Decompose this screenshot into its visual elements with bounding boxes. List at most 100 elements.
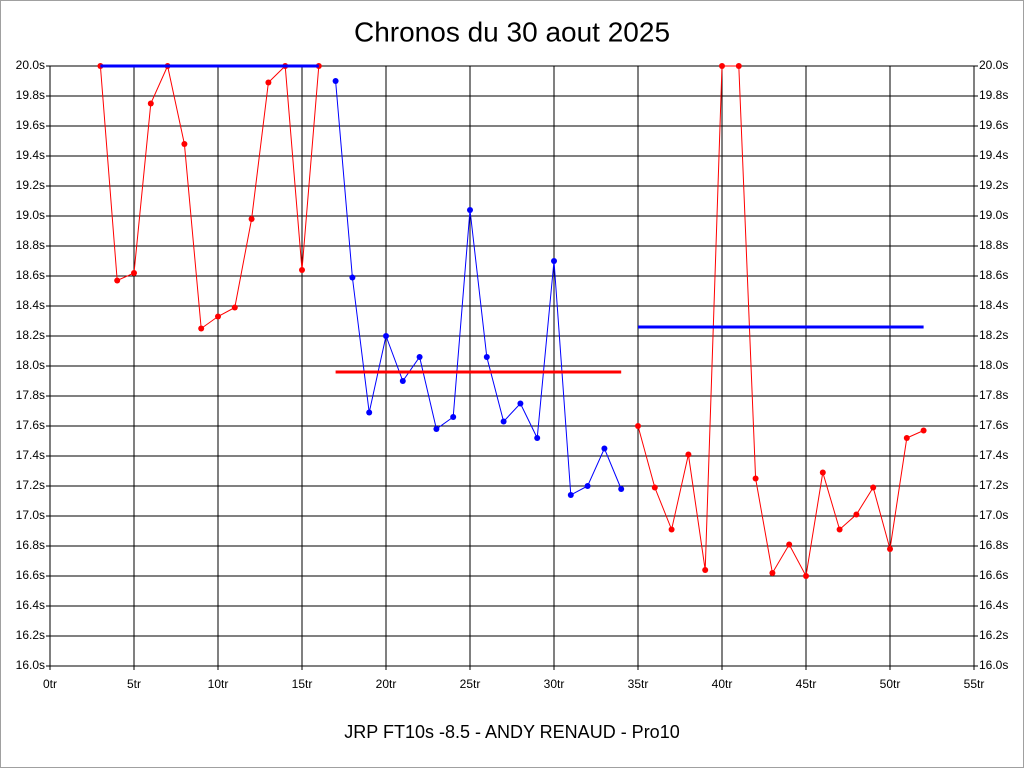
y-tick-label: 18.0s bbox=[16, 358, 45, 372]
y2-tick-label: 17.8s bbox=[979, 388, 1008, 402]
y-tick-label: 18.2s bbox=[16, 328, 45, 342]
plot-border bbox=[49, 65, 975, 667]
y2-tick-label: 17.2s bbox=[979, 478, 1008, 492]
y-tick-label: 19.6s bbox=[16, 118, 45, 132]
x-tick-label: 45tr bbox=[796, 677, 817, 691]
y-tick-label: 18.4s bbox=[16, 298, 45, 312]
point bbox=[668, 526, 675, 533]
y-tick-label: 19.0s bbox=[16, 208, 45, 222]
point bbox=[803, 573, 809, 579]
point bbox=[635, 423, 641, 429]
point bbox=[752, 475, 759, 482]
x-tick-label: 10tr bbox=[208, 677, 229, 691]
point bbox=[131, 270, 137, 276]
series-line bbox=[637, 65, 924, 578]
point bbox=[248, 216, 255, 222]
point bbox=[366, 409, 373, 416]
point bbox=[215, 313, 221, 320]
y2-tick-label: 18.4s bbox=[979, 298, 1008, 312]
y2-tick-label: 19.6s bbox=[979, 118, 1008, 132]
point bbox=[534, 435, 541, 441]
point bbox=[735, 63, 742, 69]
point bbox=[483, 354, 490, 360]
y2-tick-label: 16.2s bbox=[979, 628, 1008, 642]
point bbox=[349, 274, 356, 281]
y2-tick-label: 17.6s bbox=[979, 418, 1008, 432]
y2-tick-label: 17.0s bbox=[979, 508, 1008, 522]
point bbox=[584, 483, 591, 489]
y2-tick-label: 20.0s bbox=[979, 58, 1008, 72]
point bbox=[870, 484, 877, 491]
y2-tick-label: 18.2s bbox=[979, 328, 1008, 342]
y2-tick-label: 16.4s bbox=[979, 598, 1008, 612]
point bbox=[181, 141, 188, 147]
series-line bbox=[99, 64, 320, 330]
point bbox=[551, 258, 557, 264]
point bbox=[786, 541, 793, 548]
point bbox=[903, 435, 910, 441]
y-tick-label: 16.2s bbox=[16, 628, 45, 642]
y-tick-label: 16.6s bbox=[16, 568, 45, 582]
point bbox=[819, 469, 826, 476]
y2-tick-label: 16.0s bbox=[979, 658, 1008, 672]
y-tick-label: 18.6s bbox=[16, 268, 45, 282]
x-tick-label: 35tr bbox=[628, 677, 649, 691]
x-tick-label: 50tr bbox=[880, 677, 901, 691]
y2-tick-label: 16.8s bbox=[979, 538, 1008, 552]
y-tick-label: 19.2s bbox=[16, 178, 45, 192]
x-tick-label: 0tr bbox=[43, 677, 57, 691]
point bbox=[853, 511, 860, 518]
y2-tick-label: 19.0s bbox=[979, 208, 1008, 222]
x-tick-label: 40tr bbox=[712, 677, 733, 691]
point bbox=[399, 378, 406, 384]
point bbox=[450, 414, 457, 420]
y-tick-label: 17.6s bbox=[16, 418, 45, 432]
point bbox=[920, 427, 927, 434]
y-tick-label: 17.2s bbox=[16, 478, 45, 492]
y-tick-label: 19.8s bbox=[16, 88, 45, 102]
x-tick-label: 15tr bbox=[292, 677, 313, 691]
point bbox=[265, 79, 272, 86]
point bbox=[517, 400, 524, 407]
point bbox=[651, 484, 658, 491]
y2-tick-label: 18.0s bbox=[979, 358, 1008, 372]
x-tick-label: 20tr bbox=[376, 677, 397, 691]
point bbox=[887, 546, 893, 552]
y-tick-label: 16.0s bbox=[16, 658, 45, 672]
y-tick-label: 19.4s bbox=[16, 148, 45, 162]
point bbox=[416, 354, 423, 360]
y2-tick-label: 19.2s bbox=[979, 178, 1008, 192]
chart-title: Chronos du 30 aout 2025 bbox=[354, 16, 670, 47]
x-tick-label: 30tr bbox=[544, 677, 565, 691]
y-tick-label: 18.8s bbox=[16, 238, 45, 252]
point bbox=[500, 418, 507, 425]
y-tick-label: 17.0s bbox=[16, 508, 45, 522]
x-tick-label: 55tr bbox=[964, 677, 985, 691]
y-tick-label: 16.4s bbox=[16, 598, 45, 612]
point bbox=[769, 570, 776, 576]
point bbox=[567, 492, 574, 498]
series-line bbox=[335, 80, 622, 496]
point bbox=[601, 445, 608, 452]
point bbox=[467, 207, 473, 213]
point bbox=[433, 426, 440, 432]
point bbox=[231, 304, 238, 311]
point bbox=[719, 63, 725, 69]
y-tick-label: 17.4s bbox=[16, 448, 45, 462]
y2-tick-label: 19.8s bbox=[979, 88, 1008, 102]
point bbox=[198, 325, 205, 332]
y2-tick-label: 16.6s bbox=[979, 568, 1008, 582]
x-tick-label: 5tr bbox=[127, 677, 141, 691]
point bbox=[383, 333, 389, 339]
y-tick-label: 20.0s bbox=[16, 58, 45, 72]
point bbox=[114, 277, 121, 284]
point bbox=[685, 451, 692, 458]
x-tick-label: 25tr bbox=[460, 677, 481, 691]
point bbox=[836, 526, 843, 533]
point bbox=[299, 267, 305, 273]
point bbox=[618, 486, 625, 492]
y2-tick-label: 19.4s bbox=[979, 148, 1008, 162]
